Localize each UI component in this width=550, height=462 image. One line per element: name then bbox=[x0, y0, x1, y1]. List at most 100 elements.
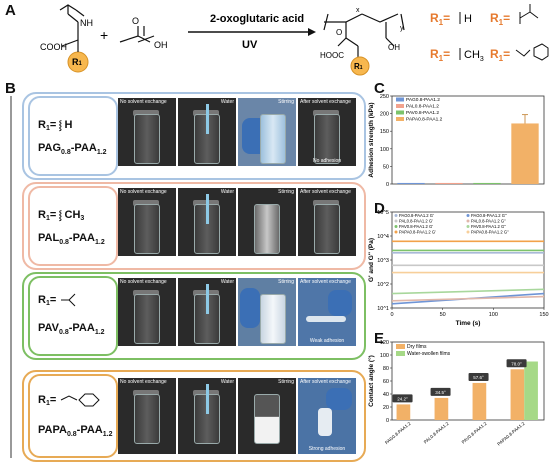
panel-b-label: B bbox=[5, 80, 16, 97]
c-legend-swatch bbox=[396, 110, 404, 115]
photo-pag-4: After solvent exchange No adhesion bbox=[298, 98, 356, 166]
e-legend-label: Water-swollen films bbox=[407, 351, 451, 357]
d-legend-label: PAPA0.8-PAA1.2 G'' bbox=[471, 230, 509, 235]
photo-pal-2: Water bbox=[178, 188, 236, 256]
d-legend-label: PAL0.8-PAA1.2 G' bbox=[399, 219, 433, 224]
panel-c-label: C bbox=[374, 80, 385, 97]
d-legend-label: PAPA0.8-PAA1.2 G' bbox=[399, 230, 436, 235]
rgroup-benzyl: R1= bbox=[490, 47, 510, 63]
rgroup-ch3-text: CH3 bbox=[464, 49, 484, 63]
c-legend-swatch bbox=[396, 104, 404, 108]
d-xtick-label: 0 bbox=[390, 312, 393, 318]
photo-papa-4: After solvent exchange Strong adhesion bbox=[298, 378, 356, 454]
d-legend-marker bbox=[466, 225, 470, 228]
rgroup-isopropyl: R1= bbox=[490, 11, 510, 27]
d-ytick-label: 10^3 bbox=[377, 258, 389, 264]
r1-text-1: R1 bbox=[72, 57, 83, 67]
e-data-label: 34.5° bbox=[435, 390, 446, 395]
c-bar bbox=[473, 182, 501, 184]
label-card-pav: R1= PAV0.8-PAA1.2 bbox=[28, 276, 118, 356]
c-ytick-label: 50 bbox=[383, 164, 389, 170]
d-series-line bbox=[391, 295, 545, 302]
e-ytick-label: 40 bbox=[383, 392, 389, 398]
photo-pag-1: No solvent exchange bbox=[118, 98, 176, 166]
e-legend-label: Dry films bbox=[407, 344, 427, 350]
row-pal bbox=[22, 182, 366, 270]
e-ytick-label: 60 bbox=[383, 379, 389, 385]
d-legend-label: PAL0.8-PAA1.2 G'' bbox=[471, 219, 506, 224]
pal-name: PAL0.8-PAA1.2 bbox=[38, 232, 105, 247]
hooc-text: HOOC bbox=[320, 51, 344, 60]
d-xtick-label: 100 bbox=[489, 312, 498, 318]
e-ylabel: Contact angle (°) bbox=[367, 355, 375, 407]
e-droplet-photo bbox=[430, 387, 451, 396]
chart-c-adhesion: 0 50 100 150 200 250 Adhesion strength (kPa) PA… bbox=[368, 94, 545, 188]
d-legend-marker bbox=[466, 214, 470, 217]
d-legend-label: PAV0.8-PAA1.2 G' bbox=[399, 224, 433, 229]
d-ytick-label: 10^2 bbox=[377, 282, 389, 288]
e-droplet-photo bbox=[468, 372, 489, 381]
e-bar bbox=[472, 382, 487, 420]
c-ytick-label: 150 bbox=[380, 129, 389, 135]
c-bar bbox=[397, 182, 425, 184]
panel-a-scheme: NH COOH R1 + O OH 2-oxoglutaric acid UV … bbox=[40, 4, 549, 76]
d-ytick-label: 10^5 bbox=[377, 210, 389, 216]
x-subscript: x bbox=[356, 7, 360, 14]
nh-text: NH bbox=[80, 18, 93, 28]
row-pag bbox=[22, 92, 366, 180]
c-ytick-label: 100 bbox=[380, 147, 389, 153]
rgroup-h: R1= bbox=[430, 11, 450, 27]
cooh-text: COOH bbox=[40, 42, 67, 52]
chart-d-rheology: 10^1 10^2 10^3 10^4 10^5 0 50 100 150 Time (s) G' … bbox=[368, 210, 549, 327]
photo-pag-3: Stirring bbox=[238, 98, 296, 166]
d-legend-marker bbox=[466, 230, 470, 234]
oh-text-2: OH bbox=[388, 43, 400, 52]
e-ytick-label: 0 bbox=[386, 418, 389, 424]
panel-b-bracket bbox=[10, 96, 20, 458]
photo-pal-4: After solvent exchange bbox=[298, 188, 356, 256]
plus-sign: + bbox=[100, 27, 108, 43]
e-ytick-label: 100 bbox=[380, 353, 389, 359]
d-ylabel: G' and G'' (Pa) bbox=[368, 238, 375, 282]
c-ytick-label: 200 bbox=[380, 112, 389, 118]
e-ytick-label: 80 bbox=[383, 366, 389, 372]
c-ytick-label: 250 bbox=[380, 94, 389, 100]
e-legend-swatch bbox=[396, 344, 405, 349]
photo-pav-2: Water bbox=[178, 278, 236, 346]
condition-text: UV bbox=[242, 39, 258, 51]
d-series-line bbox=[391, 288, 545, 295]
photo-pag-2: Water bbox=[178, 98, 236, 166]
rgroup-h-text: H bbox=[464, 13, 472, 25]
c-legend-label: PAL0.8-PAA1.2 bbox=[406, 104, 439, 110]
label-card-pag: R1= ⸾ H PAG0.8-PAA1.2 bbox=[28, 96, 118, 176]
o-text: O bbox=[132, 16, 139, 26]
d-ytick-label: 10^4 bbox=[377, 234, 389, 240]
row-papa bbox=[22, 370, 366, 462]
e-bar bbox=[434, 397, 449, 420]
r1-text-2: R1 bbox=[354, 62, 363, 71]
e-xtick-label: PAG0.8-PAA1.2 bbox=[384, 421, 412, 446]
d-legend-marker bbox=[394, 214, 398, 217]
oh-text: OH bbox=[154, 40, 168, 50]
d-xtick-label: 50 bbox=[440, 312, 446, 318]
e-bar bbox=[396, 404, 411, 420]
photo-pal-3: Stirring bbox=[238, 188, 296, 256]
d-legend-label: PAG0.8-PAA1.2 G'' bbox=[471, 213, 507, 218]
e-bar bbox=[524, 361, 538, 420]
pav-name: PAV0.8-PAA1.2 bbox=[38, 322, 105, 337]
e-droplet-photo bbox=[392, 394, 413, 403]
panel-e-label: E bbox=[374, 330, 385, 347]
e-xtick-label: PAL0.8-PAA1.2 bbox=[423, 421, 450, 445]
chart-e-contact-angle: 0 20 40 60 80 100 120 Contact angle (°) 24.2° PAG… bbox=[367, 340, 545, 447]
label-card-papa: R1= PAPA0.8-PAA1.2 bbox=[28, 374, 118, 458]
d-legend-label: PAV0.8-PAA1.2 G'' bbox=[471, 224, 506, 229]
e-bar bbox=[510, 369, 525, 420]
r1-isopropyl-label: R1= bbox=[38, 292, 85, 308]
c-legend-label: PAPA0.8-PAA1.2 bbox=[406, 117, 443, 123]
c-legend-label: PAG0.8-PAA1.2 bbox=[406, 97, 440, 103]
o-text-2: O bbox=[336, 28, 342, 37]
d-legend-marker bbox=[394, 225, 398, 228]
rgroup-ch3: R1= bbox=[430, 47, 450, 63]
c-legend-label: PAV0.8-PAA1.2 bbox=[406, 110, 439, 116]
c-bar bbox=[435, 182, 463, 184]
